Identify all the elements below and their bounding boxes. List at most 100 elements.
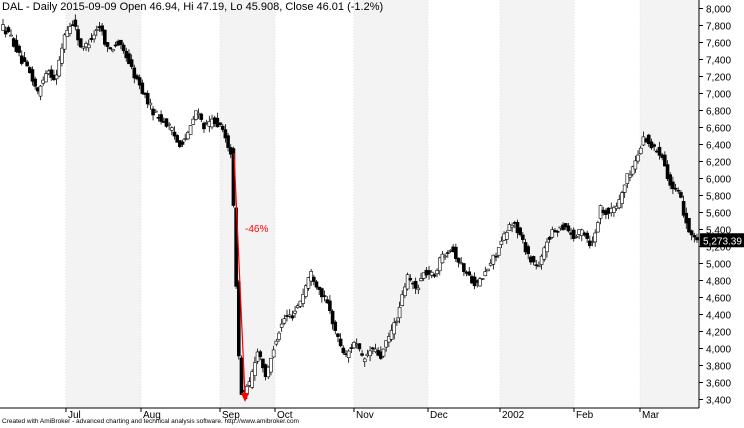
candle-body bbox=[30, 69, 35, 82]
candle-body bbox=[673, 187, 678, 190]
candle-body bbox=[676, 189, 681, 192]
candle-body bbox=[679, 192, 683, 198]
candle-body bbox=[3, 30, 8, 35]
y-tick-label: 5,200 bbox=[706, 243, 731, 254]
candle-body bbox=[338, 338, 343, 347]
candle-body bbox=[76, 29, 80, 41]
candle-body bbox=[531, 256, 536, 263]
candle-body bbox=[368, 350, 372, 357]
candle-body bbox=[421, 272, 426, 279]
candle-body bbox=[341, 347, 346, 354]
candle-body bbox=[555, 231, 560, 233]
candle-body bbox=[17, 45, 21, 53]
candle-body bbox=[258, 351, 263, 358]
candle-body bbox=[491, 254, 496, 265]
candle-body bbox=[671, 181, 675, 190]
candle-body bbox=[328, 300, 332, 311]
candle-body bbox=[494, 255, 498, 258]
candle-body bbox=[663, 154, 667, 167]
candle-body bbox=[346, 350, 351, 358]
candle-body bbox=[277, 332, 281, 340]
footer-credit: Created with AmiBroker - advanced charti… bbox=[2, 418, 299, 425]
y-axis-ticks: 3,400 3,600 3,800 4,000 4,200 4,400 4,600 4,800… bbox=[699, 5, 731, 407]
candle-body bbox=[271, 349, 276, 358]
x-tick-label: Dec bbox=[430, 410, 448, 421]
candle-body bbox=[443, 255, 447, 258]
candle-body bbox=[153, 110, 158, 113]
candle-body bbox=[129, 59, 134, 67]
x-tick-label: 2002 bbox=[502, 410, 525, 421]
candle-body bbox=[44, 73, 48, 83]
candle-body bbox=[145, 93, 150, 105]
candle-body bbox=[320, 288, 324, 298]
candle-body bbox=[301, 293, 305, 304]
candle-body bbox=[218, 122, 222, 126]
candle-body bbox=[22, 57, 27, 62]
candle-body bbox=[384, 340, 388, 348]
candle-body bbox=[111, 49, 115, 52]
x-tick-label: Feb bbox=[576, 410, 594, 421]
candle-body bbox=[303, 285, 308, 297]
candle-body bbox=[681, 201, 686, 216]
candle-body bbox=[186, 132, 190, 140]
candle-body bbox=[638, 147, 643, 154]
candle-body bbox=[633, 160, 638, 170]
candle-body bbox=[170, 127, 174, 131]
candle-body bbox=[692, 235, 697, 238]
candle-body bbox=[78, 38, 83, 48]
candle-body bbox=[333, 321, 338, 331]
candle-body bbox=[223, 129, 228, 139]
candle-body bbox=[537, 265, 541, 268]
candle-body bbox=[566, 225, 571, 232]
candle-body bbox=[370, 347, 375, 350]
candle-body bbox=[392, 322, 397, 335]
candle-body bbox=[652, 144, 656, 147]
candle-body bbox=[250, 371, 254, 388]
x-axis-ticks: Jul Aug Sep Oct Nov Dec 2002 Feb Mar bbox=[65, 408, 660, 421]
candle-body bbox=[194, 110, 198, 120]
x-tick-label: Mar bbox=[642, 410, 660, 421]
x-tick-label: Sep bbox=[222, 410, 240, 421]
candle-body bbox=[175, 135, 179, 143]
candle-body bbox=[429, 271, 434, 276]
candle-body bbox=[137, 77, 142, 86]
y-tick-label: 5,000 bbox=[706, 260, 731, 271]
candle-body bbox=[202, 122, 206, 130]
month-band bbox=[500, 0, 574, 408]
candle-body bbox=[119, 39, 123, 45]
candle-body bbox=[381, 348, 386, 357]
candle-body bbox=[435, 270, 439, 275]
candle-body bbox=[132, 67, 137, 79]
candle-body bbox=[437, 257, 442, 272]
candle-body bbox=[25, 61, 29, 67]
month-band bbox=[66, 0, 141, 408]
candle-body bbox=[630, 166, 635, 175]
last-value-box bbox=[700, 233, 744, 248]
y-tick-label: 8,000 bbox=[706, 5, 731, 16]
candle-body bbox=[571, 229, 576, 239]
candle-body bbox=[521, 234, 525, 240]
y-tick-label: 4,400 bbox=[706, 311, 731, 322]
x-tick-label: Aug bbox=[143, 410, 161, 421]
candle-body bbox=[62, 34, 67, 50]
x-tick-label: Oct bbox=[277, 410, 293, 421]
candle-body bbox=[239, 357, 244, 395]
candle-body bbox=[253, 362, 257, 376]
y-tick-label: 6,200 bbox=[706, 158, 731, 169]
candle-body bbox=[585, 232, 589, 239]
candle-body bbox=[486, 268, 490, 272]
candle-body bbox=[574, 236, 579, 238]
month-band bbox=[220, 0, 275, 408]
month-shading bbox=[66, 0, 699, 408]
y-tick-label: 3,400 bbox=[706, 396, 731, 407]
candle-body bbox=[499, 240, 504, 245]
candle-body bbox=[127, 53, 131, 65]
candle-body bbox=[236, 281, 241, 357]
candle-body bbox=[419, 278, 423, 282]
y-tick-label: 5,600 bbox=[706, 209, 731, 220]
candle-body bbox=[81, 46, 86, 49]
candle-body bbox=[103, 29, 107, 45]
y-tick-label: 5,400 bbox=[706, 226, 731, 237]
candle-body bbox=[612, 206, 616, 213]
y-tick-label: 6,600 bbox=[706, 124, 731, 135]
